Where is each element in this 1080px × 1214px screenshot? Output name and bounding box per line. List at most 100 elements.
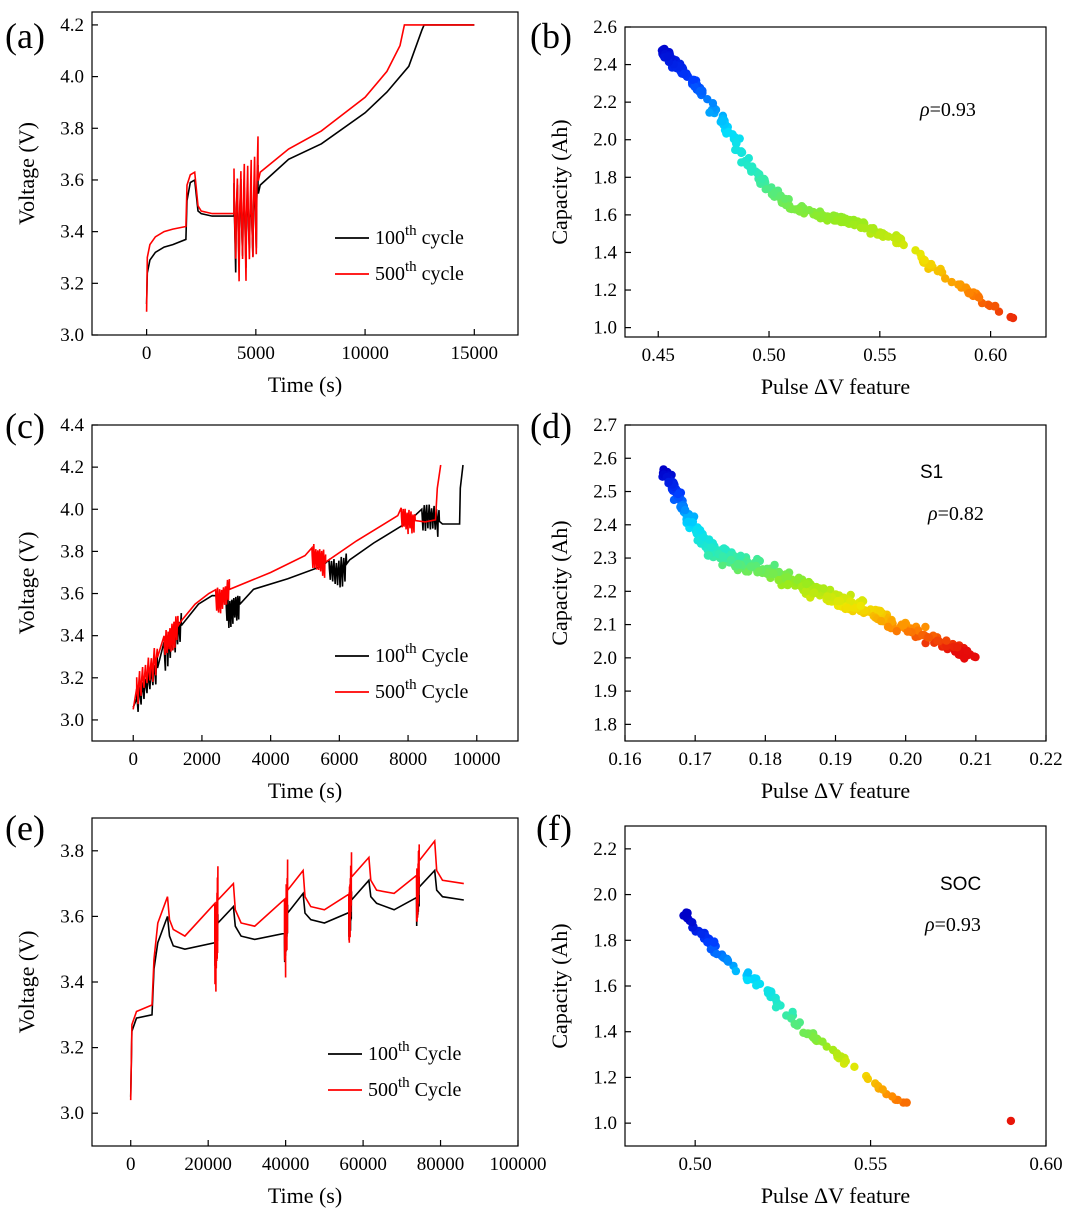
- y-tick-label: 3.2: [60, 668, 84, 689]
- x-tick-label: 0: [142, 343, 152, 364]
- y-tick-label: 3.0: [60, 710, 84, 731]
- scatter-point: [823, 592, 832, 601]
- axes-frame: [624, 424, 1047, 742]
- y-axis-label: Capacity (Ah): [547, 520, 572, 645]
- scatter-point: [771, 1003, 781, 1012]
- scatter-point: [843, 603, 852, 612]
- y-tick-label: 3.8: [60, 541, 84, 562]
- x-tick-label: 6000: [320, 749, 358, 770]
- scatter-point: [737, 148, 747, 157]
- x-tick-label: 0.55: [863, 345, 896, 366]
- scatter-point: [710, 938, 719, 947]
- x-tick-label: 80000: [417, 1154, 465, 1175]
- y-tick-label: 1.0: [593, 318, 617, 339]
- scatter-point: [732, 139, 741, 148]
- scatter-point: [750, 974, 759, 983]
- y-tick-label: 3.8: [60, 841, 84, 862]
- scatter-point: [679, 69, 688, 79]
- scatter-point: [965, 289, 974, 298]
- scatter-point: [712, 949, 721, 959]
- scatter-point: [941, 274, 950, 283]
- scatter-point: [805, 206, 814, 215]
- series-line-500th: [129, 838, 464, 1101]
- scatter-point: [707, 543, 716, 552]
- scatter-point: [970, 652, 979, 661]
- panel-label: (e): [5, 808, 45, 848]
- y-tick-label: 3.4: [60, 222, 84, 243]
- x-axis-label: Time (s): [268, 1183, 342, 1208]
- scatter-point: [878, 1085, 887, 1094]
- scatter-point: [832, 1050, 842, 1059]
- scatter-point: [746, 562, 755, 571]
- x-tick-label: 20000: [184, 1154, 232, 1175]
- scatter-point: [757, 174, 766, 183]
- y-tick-label: 1.6: [593, 976, 617, 997]
- legend-entry: 100th cycle: [375, 223, 464, 249]
- scatter-point: [731, 966, 741, 976]
- series-line-500th: [132, 464, 442, 710]
- scatter-point: [902, 1098, 911, 1107]
- y-tick-label: 3.4: [60, 626, 84, 647]
- x-axis-label: Pulse ΔV feature: [761, 778, 910, 803]
- x-tick-label: 60000: [339, 1154, 387, 1175]
- panel-label: (c): [5, 406, 45, 446]
- x-tick-label: 10000: [341, 343, 389, 364]
- x-axis-label: Pulse ΔV feature: [761, 374, 910, 399]
- y-axis-label: Voltage (V): [14, 931, 39, 1034]
- scatter-point: [833, 596, 843, 606]
- axes-frame: [91, 424, 519, 742]
- y-tick-label: 1.2: [593, 1067, 617, 1088]
- scatter-point: [933, 636, 942, 645]
- scatter-point: [942, 636, 951, 645]
- x-tick-label: 0.19: [819, 749, 852, 770]
- panel-label: (d): [530, 406, 572, 446]
- scatter-point: [911, 246, 920, 255]
- x-tick-label: 0.55: [854, 1154, 887, 1175]
- scatter-point: [743, 975, 752, 985]
- scatter-point: [990, 302, 999, 311]
- series-line-100th: [132, 464, 464, 712]
- x-tick-label: 0.50: [679, 1154, 712, 1175]
- y-tick-label: 1.8: [593, 714, 617, 735]
- scatter-point: [801, 587, 810, 596]
- scatter-point: [743, 968, 753, 977]
- y-tick-label: 2.4: [593, 55, 617, 76]
- panel-series-label: S1: [920, 462, 943, 483]
- y-tick-label: 3.4: [60, 972, 84, 993]
- scatter-point: [681, 505, 690, 515]
- scatter-point: [747, 164, 756, 174]
- y-tick-label: 2.5: [593, 482, 617, 503]
- panel-c: (c) 0 2000 4000 6000 8000 10000 3.0 3.2 3.4 3.6 3.8…: [5, 406, 519, 803]
- scatter-point: [933, 267, 942, 276]
- scatter-point: [812, 211, 822, 220]
- scatter-point: [888, 1092, 897, 1101]
- scatter-point: [774, 575, 783, 585]
- scatter-point: [893, 234, 902, 244]
- x-tick-label: 0.21: [959, 749, 992, 770]
- y-axis-label: Voltage (V): [14, 122, 39, 225]
- x-tick-label: 0.16: [608, 749, 641, 770]
- scatter-point: [723, 956, 733, 965]
- x-tick-label: 40000: [262, 1154, 310, 1175]
- scatter-point: [876, 616, 886, 626]
- panel-series-label: SOC: [940, 874, 981, 895]
- x-tick-label: 0.60: [974, 345, 1007, 366]
- correlation-annotation: ρ=0.93: [924, 914, 981, 936]
- scatter-point: [688, 918, 697, 927]
- scatter-point: [764, 986, 773, 996]
- scatter-point: [818, 1037, 827, 1046]
- y-tick-label: 2.2: [593, 92, 617, 113]
- scatter-point: [792, 575, 802, 584]
- x-tick-label: 2000: [183, 749, 221, 770]
- y-tick-label: 3.2: [60, 273, 84, 294]
- axes-frame: [91, 11, 519, 336]
- scatter-point: [781, 200, 791, 210]
- y-tick-label: 3.2: [60, 1038, 84, 1059]
- scatter-point: [860, 224, 869, 233]
- scatter-point: [696, 526, 705, 535]
- scatter-point: [664, 477, 673, 487]
- y-tick-label: 2.3: [593, 548, 617, 569]
- scatter-point: [924, 633, 934, 642]
- scatter-point: [718, 552, 727, 561]
- axes-frame: [624, 26, 1047, 338]
